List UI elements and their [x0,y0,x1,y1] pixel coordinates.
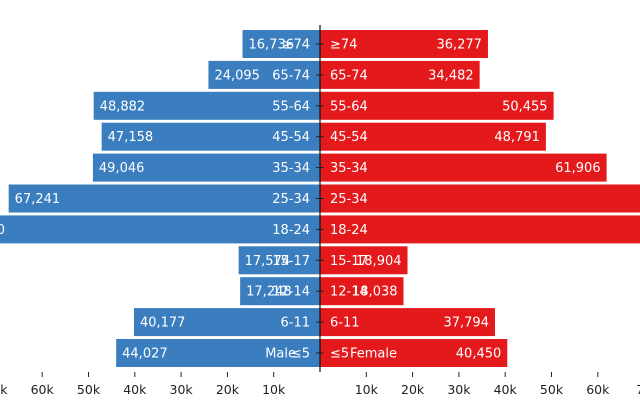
category-label-left-0: ≤5 [291,347,310,362]
bar-female-1 [320,308,495,337]
category-label-right-9: 65-74 [330,68,368,83]
value-label-male-1: 40,177 [140,316,186,331]
value-label-female-10: 36,277 [436,38,482,53]
bar-male-4 [0,215,321,244]
series-name-male: Male [265,347,296,362]
category-label-right-2: 12-14 [330,285,368,300]
bar-female-8 [320,91,554,120]
bar-female-2 [320,277,404,306]
value-label-male-4: 90 [0,223,5,238]
category-label-right-6: 35-34 [330,161,368,176]
bar-female-9 [320,60,480,89]
value-label-male-8: 48,882 [100,99,145,114]
x-tick-label-left-5: 20k [216,382,240,397]
bar-male-5 [8,184,321,213]
category-label-right-1: 6-11 [330,316,360,331]
value-label-female-0: 40,450 [456,347,502,362]
x-tick-label-right-4: 50k [540,382,564,397]
category-label-right-5: 25-34 [330,192,368,207]
value-label-male-2: 17,248 [246,285,292,300]
bar-male-3 [238,246,320,275]
bar-female-3 [320,246,408,275]
bar-female-0 [320,339,508,367]
x-tick-label-right-5: 60k [586,382,610,397]
category-label-left-1: 6-11 [280,316,310,331]
bar-male-1 [133,308,320,337]
bar-female-5 [320,184,640,213]
value-label-female-8: 50,455 [502,99,548,114]
category-label-left-10: ≥74 [283,38,310,53]
bar-male-6 [92,153,320,182]
bar-female-6 [320,153,607,182]
value-label-male-3: 17,574 [245,254,291,269]
bar-male-8 [93,91,321,120]
x-tick-label-right-3: 40k [494,382,518,397]
category-label-left-2: 12-14 [272,285,310,300]
bar-male-0 [116,339,320,367]
value-label-male-10: 16,736 [249,38,295,53]
category-label-left-6: 35-34 [272,161,310,176]
category-label-right-8: 55-64 [330,99,368,114]
x-tick-label-left-1: 60k [31,382,55,397]
category-label-left-8: 55-64 [272,99,310,114]
x-tick-label-left-4: 30k [170,382,194,397]
bar-male-9 [208,60,320,89]
value-label-male-7: 47,158 [108,130,154,145]
value-label-female-1: 37,794 [443,316,489,331]
x-tick-label-left-6: 10k [262,382,286,397]
bars-group [0,30,640,367]
value-label-male-9: 24,095 [214,68,260,83]
x-tick-label-right-6: 70 [636,382,640,397]
category-label-left-3: 15-17 [272,254,310,269]
bar-male-2 [240,277,320,306]
bar-female-7 [320,122,546,151]
x-tick-label-right-2: 30k [447,382,471,397]
x-tick-label-left-0: 70k [0,382,8,397]
value-label-male-0: 44,027 [122,347,168,362]
category-label-right-3: 15-17 [330,254,368,269]
category-label-left-9: 65-74 [272,68,310,83]
value-label-female-3: 18,904 [356,254,402,269]
value-label-female-2: 18,038 [352,285,398,300]
category-label-right-0: ≤5 [330,347,349,362]
x-axis: 70k 60k 50k 40k 30k 20k 10k 10k 20k 30k 40k 50k 60k 7… [0,372,640,397]
bar-female-4 [320,215,640,244]
category-label-left-7: 45-54 [272,130,310,145]
category-label-left-4: 18-24 [272,223,310,238]
value-label-female-9: 34,482 [428,68,474,83]
series-name-female: Female [350,347,397,362]
x-tick-label-right-1: 20k [401,382,425,397]
category-label-right-10: ≥74 [330,38,357,53]
x-tick-label-right-0: 10k [355,382,379,397]
category-label-right-7: 45-54 [330,130,368,145]
x-tick-label-left-3: 40k [123,382,147,397]
value-label-male-5: 67,241 [15,192,61,207]
value-label-male-6: 49,046 [99,161,145,176]
value-label-female-7: 48,791 [494,130,540,145]
bar-female-10 [320,30,488,58]
category-label-right-4: 18-24 [330,223,368,238]
category-label-left-5: 25-34 [272,192,310,207]
bar-male-7 [101,122,320,151]
x-tick-label-left-2: 50k [77,382,101,397]
bar-male-10 [242,30,320,58]
value-label-female-6: 61,906 [555,161,601,176]
